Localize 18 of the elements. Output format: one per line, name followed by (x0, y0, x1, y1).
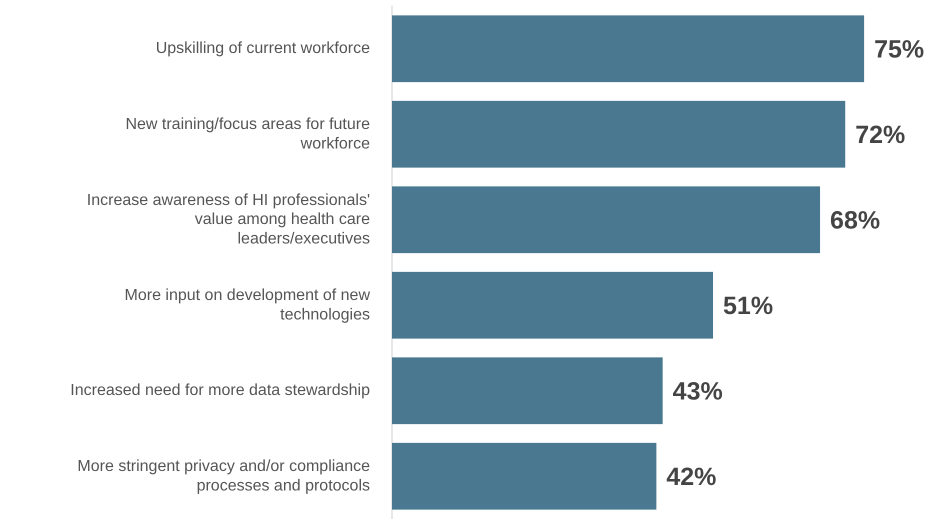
data-label: 43% (672, 378, 723, 406)
y-tick-label: Upskilling of current workforce (156, 40, 370, 58)
y-tick-label: Increase awareness of HI professionals' value among health care leaders/executives (86, 192, 370, 248)
data-label: 75% (874, 36, 924, 64)
data-label: 51% (723, 292, 774, 320)
data-label: 42% (666, 463, 716, 492)
y-tick-label: More stringent privacy and/or compliance processes and protocols (77, 458, 370, 494)
bar (392, 442, 656, 510)
y-tick-label: Increased need for more data stewardship (70, 382, 370, 400)
bar (392, 357, 663, 424)
y-tick-label: New training/focus areas for future workforce (125, 116, 370, 152)
bar (392, 100, 846, 168)
data-label: 68% (830, 206, 880, 235)
bar (392, 272, 714, 339)
bar (392, 15, 864, 82)
y-tick-label: More input on development of new technologies (124, 287, 370, 324)
data-label: 72% (855, 121, 906, 150)
bar (392, 186, 820, 254)
